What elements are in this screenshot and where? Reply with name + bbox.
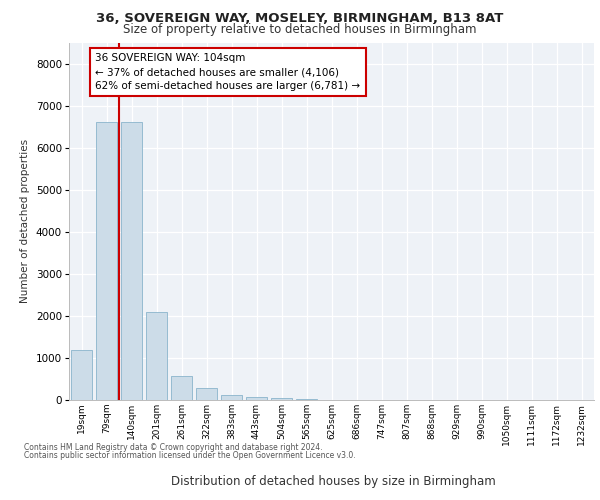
Bar (196, 388, 217, 400)
Bar (121, 122, 142, 400)
Bar (221, 395, 242, 400)
Bar (96, 122, 117, 400)
Text: 36, SOVEREIGN WAY, MOSELEY, BIRMINGHAM, B13 8AT: 36, SOVEREIGN WAY, MOSELEY, BIRMINGHAM, … (97, 12, 503, 26)
Y-axis label: Number of detached properties: Number of detached properties (20, 139, 31, 304)
Text: Contains HM Land Registry data © Crown copyright and database right 2024.: Contains HM Land Registry data © Crown c… (24, 442, 323, 452)
Text: Contains public sector information licensed under the Open Government Licence v3: Contains public sector information licen… (24, 451, 356, 460)
Bar (146, 312, 167, 400)
Text: Distribution of detached houses by size in Birmingham: Distribution of detached houses by size … (170, 474, 496, 488)
Bar (271, 398, 292, 400)
Bar (296, 399, 317, 400)
Bar (246, 397, 267, 400)
Text: 36 SOVEREIGN WAY: 104sqm
← 37% of detached houses are smaller (4,106)
62% of sem: 36 SOVEREIGN WAY: 104sqm ← 37% of detach… (95, 53, 361, 91)
Bar (171, 376, 192, 400)
Text: Size of property relative to detached houses in Birmingham: Size of property relative to detached ho… (123, 22, 477, 36)
Bar (71, 350, 92, 400)
